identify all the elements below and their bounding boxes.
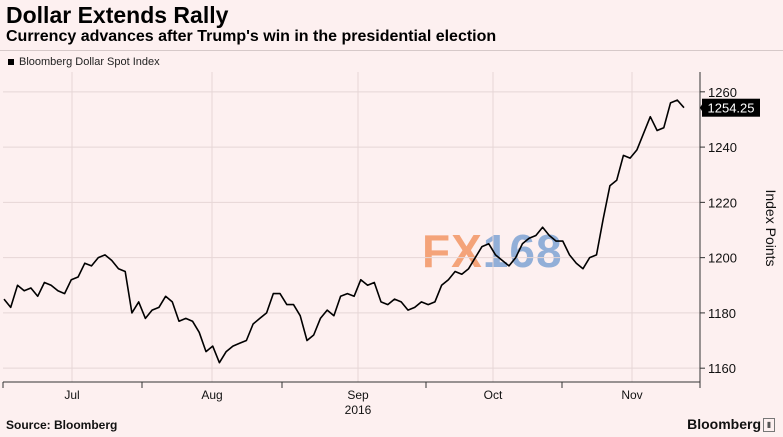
y-tick-label: 1160 [708,361,736,376]
y-tick-label: 1220 [708,195,737,210]
y-tick-label: 1200 [708,251,737,266]
brand-logo: Bloomberg [687,416,761,432]
x-tick-label: Oct [484,388,503,402]
legend-swatch [8,59,14,65]
series-line-bloomberg-dollar-spot-index [3,99,685,364]
last-value-pointer [700,102,703,113]
y-tick-label: 1260 [708,85,737,100]
x-tick-label: Nov [621,388,642,402]
x-year-label: 2016 [345,403,372,417]
chart-title: Dollar Extends Rally [6,2,229,28]
last-value-box [702,98,760,117]
x-tick-label: Jul [64,388,79,402]
brand-chart-icon: ▮ [763,418,775,432]
y-tick-label: 1240 [708,140,737,155]
x-tick-label: Aug [201,388,222,402]
x-tick-label: Sep [347,388,369,402]
y-tick-label: 1180 [708,306,736,321]
y-axis-label: Index Points [763,189,779,266]
watermark-part-a: FX [422,225,483,277]
chart-subtitle: Currency advances after Trump's win in t… [6,28,497,45]
source-note: Source: Bloomberg [6,418,118,432]
last-value-label: 1254.25 [708,101,755,116]
header-divider [0,50,783,51]
legend: Bloomberg Dollar Spot Index [8,56,160,68]
legend-label: Bloomberg Dollar Spot Index [19,56,160,68]
